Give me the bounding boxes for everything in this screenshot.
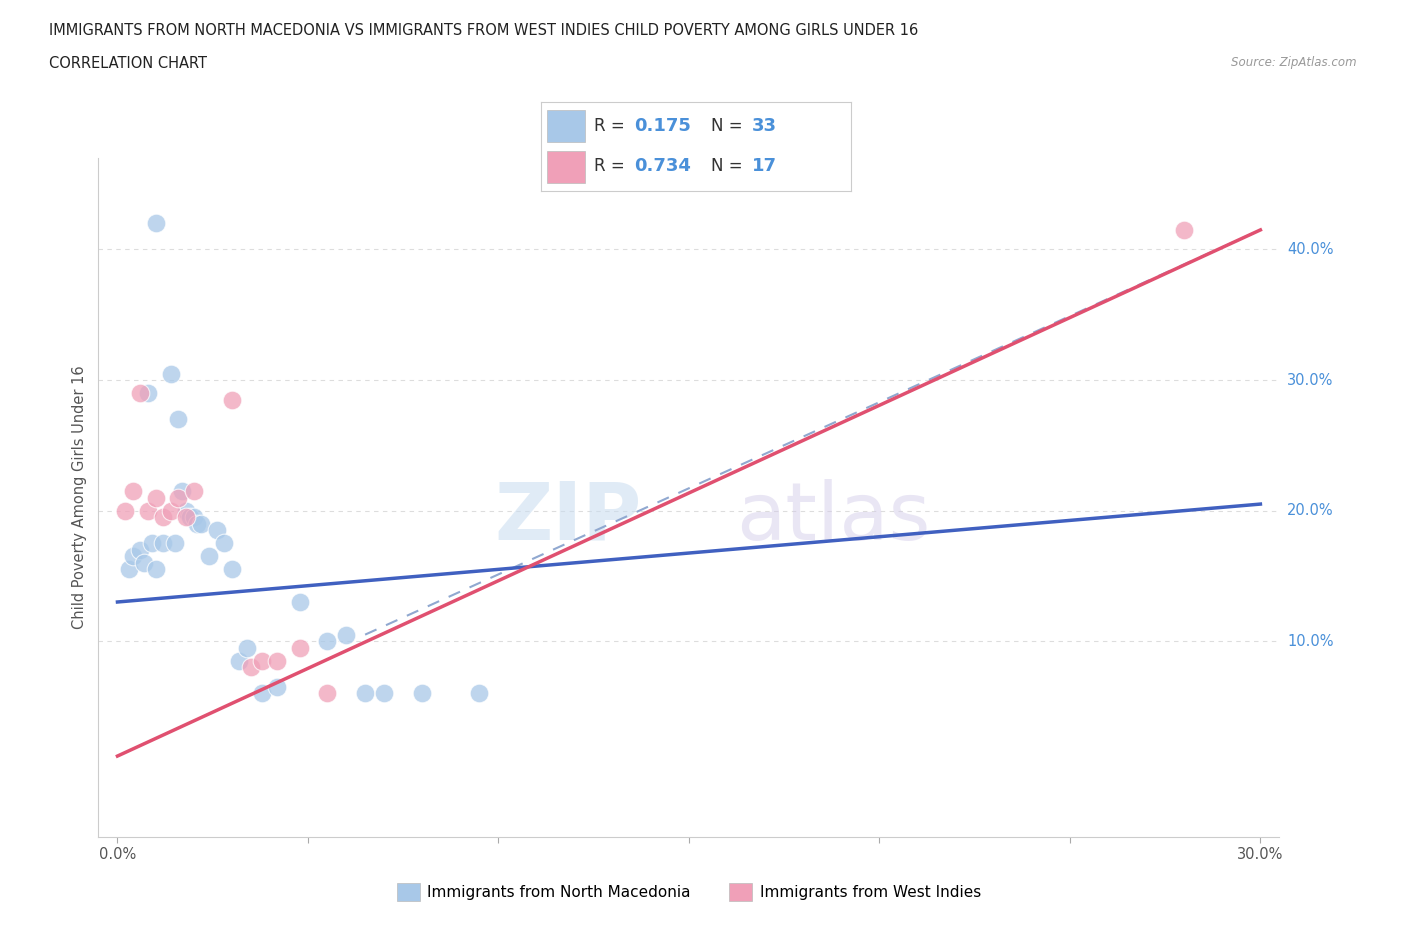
Point [373,686,395,701]
Text: CORRELATION CHART: CORRELATION CHART [49,56,207,71]
Point [172,484,194,498]
Point [159,366,181,381]
Point [236,640,259,655]
Point [145,216,167,231]
Point [159,503,181,518]
Legend: Immigrants from North Macedonia, Immigrants from West Indies: Immigrants from North Macedonia, Immigra… [391,877,987,908]
Point [266,680,288,695]
Text: 17: 17 [752,157,776,175]
Y-axis label: Child Poverty Among Girls Under 16: Child Poverty Among Girls Under 16 [72,365,87,630]
Point [316,686,339,701]
Text: 40.0%: 40.0% [1286,242,1333,257]
Text: 20.0%: 20.0% [1286,503,1334,518]
Point [212,536,235,551]
Point [136,503,159,518]
Point [129,386,152,401]
Point [239,660,262,675]
Point [152,536,174,551]
Text: R =: R = [593,157,630,175]
Point [174,503,197,518]
Point [167,490,190,505]
Point [290,640,312,655]
Point [198,549,221,564]
Point [145,562,167,577]
Point [228,653,250,668]
Point [174,510,197,525]
Text: 0.175: 0.175 [634,117,690,135]
Point [468,686,491,701]
Point [141,536,163,551]
Point [190,516,212,531]
Point [121,549,143,564]
Point [221,392,243,407]
Point [290,594,312,609]
Text: 0.734: 0.734 [634,157,690,175]
Point [152,510,174,525]
Text: IMMIGRANTS FROM NORTH MACEDONIA VS IMMIGRANTS FROM WEST INDIES CHILD POVERTY AMO: IMMIGRANTS FROM NORTH MACEDONIA VS IMMIG… [49,23,918,38]
Point [186,516,208,531]
Text: Source: ZipAtlas.com: Source: ZipAtlas.com [1232,56,1357,69]
Point [118,562,141,577]
Text: atlas: atlas [737,479,931,557]
FancyBboxPatch shape [547,151,585,182]
Text: 10.0%: 10.0% [1286,633,1333,648]
Point [252,686,274,701]
Text: 30.0%: 30.0% [1286,373,1333,388]
Point [205,523,228,538]
Point [121,484,143,498]
Text: ZIP: ZIP [495,479,641,557]
Point [167,412,190,427]
Point [136,386,159,401]
Point [266,653,288,668]
Point [145,490,167,505]
FancyBboxPatch shape [547,111,585,142]
Text: N =: N = [711,117,748,135]
Point [183,484,205,498]
Text: 33: 33 [752,117,776,135]
Point [179,510,201,525]
Point [114,503,136,518]
Point [1173,222,1195,237]
Point [335,627,357,642]
Point [252,653,274,668]
Point [134,555,156,570]
Point [129,542,152,557]
Point [411,686,433,701]
Text: N =: N = [711,157,748,175]
Text: R =: R = [593,117,630,135]
Point [316,633,339,648]
Point [354,686,377,701]
Point [163,536,186,551]
Point [183,510,205,525]
Point [221,562,243,577]
